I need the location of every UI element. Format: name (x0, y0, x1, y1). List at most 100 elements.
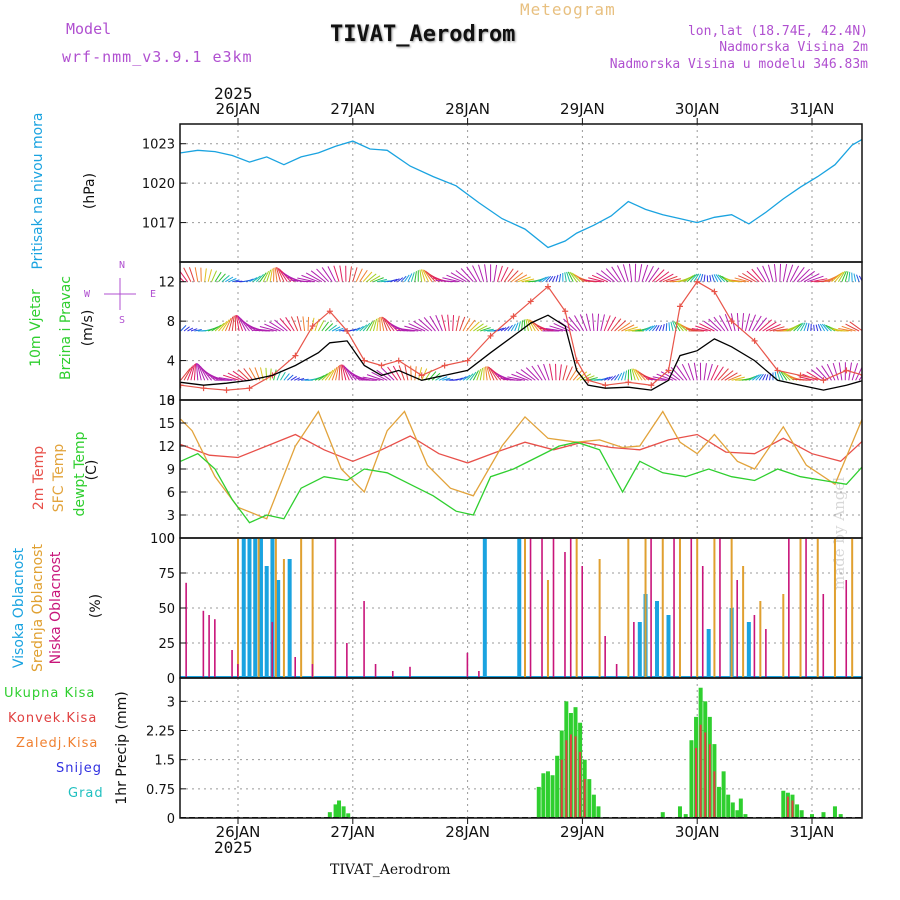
precip-conv-bar (791, 800, 794, 818)
wind-arrow-1 (423, 317, 436, 332)
wind-arrow-0 (221, 275, 230, 283)
wind-arrow-2 (187, 365, 194, 381)
cloud-low-bar (237, 664, 239, 678)
wind-arrow-1 (762, 321, 777, 332)
wind-arrow-1 (526, 318, 533, 332)
wind-gust-marker (309, 323, 316, 330)
cloud-low-bar (466, 652, 469, 678)
wind-arrow-2 (815, 367, 829, 381)
wind-arrow-1 (290, 316, 299, 332)
wind-arrow-2 (321, 371, 331, 381)
wind-arrow-1 (473, 323, 484, 332)
wind-arrow-0 (645, 265, 654, 282)
wind-arrow-0 (558, 273, 562, 282)
wind-arrow-1 (849, 321, 862, 332)
panel-frame-pressure (179, 123, 863, 263)
wind-arrow-1 (719, 315, 729, 332)
precip-total-bar (799, 810, 804, 818)
wind-arrow-2 (190, 364, 196, 381)
wind-arrow-0 (693, 273, 700, 282)
wind-arrow-1 (628, 328, 642, 332)
wind-arrow-1 (400, 328, 419, 332)
wind-arrow-0 (666, 278, 681, 283)
cloud-mid-bar (237, 538, 239, 678)
day-label-top: 28JAN (445, 100, 490, 118)
ytick-label-precip: 1.5 (154, 754, 175, 769)
wind-arrow-2 (531, 365, 543, 381)
wind-arrow-2 (472, 370, 479, 381)
wind-arrow-2 (600, 377, 609, 381)
wind-arrow-0 (803, 273, 820, 283)
wind-arrow-0 (793, 267, 805, 283)
wind-arrow-1 (617, 322, 631, 332)
wind-arrow-1 (670, 321, 674, 332)
wind-arrow-0 (393, 278, 400, 283)
wind-arrow-0 (514, 274, 528, 283)
wind-arrow-1 (328, 324, 337, 332)
compass-cross-icon (100, 276, 140, 312)
wind-arrow-2 (858, 375, 862, 381)
panel-wind-marks (180, 262, 862, 400)
wind-arrow-1 (713, 316, 726, 332)
wind-arrow-0 (686, 274, 696, 283)
precip-total-bar (795, 804, 800, 818)
wind-arrow-1 (610, 318, 622, 332)
wind-arrow-2 (558, 364, 562, 381)
precip-conv-bar (708, 744, 711, 818)
wind-arrow-1 (235, 314, 240, 332)
wind-arrow-2 (624, 370, 628, 381)
wind-arrow-0 (500, 266, 509, 282)
day-label-bottom: 30JAN (675, 823, 720, 841)
cloud-mid-bar (300, 538, 303, 678)
precip-total-bar (726, 794, 731, 818)
legend-hail: Grad (68, 786, 104, 801)
cloud-high-bar (276, 580, 281, 678)
ytick-label-precip: 0 (167, 812, 175, 827)
wind-arrow-2 (855, 366, 862, 381)
wind-arrow-2 (193, 363, 197, 381)
cloud-low-bar (231, 650, 233, 678)
wind-arrow-2 (507, 376, 526, 381)
legend-conv-rain: Konvek.Kisa (8, 711, 98, 726)
cloud-low-bar (208, 615, 210, 678)
wind-gust-marker (510, 313, 517, 320)
wind-arrow-0 (321, 267, 333, 283)
wind-arrow-0 (662, 275, 678, 283)
wind-arrow-2 (486, 366, 492, 381)
wind-arrow-0 (810, 278, 828, 283)
wind-arrow-1 (751, 315, 762, 332)
precip-total-bar (596, 806, 601, 818)
cloud-mid-bar (524, 538, 526, 678)
wind-arrow-1 (231, 315, 235, 332)
wind-arrow-1 (331, 326, 341, 332)
wind-arrow-1 (603, 315, 611, 332)
ytick-label-cloud: 50 (158, 602, 175, 617)
wind-arrow-1 (469, 321, 480, 332)
wind-gust-marker (797, 372, 804, 379)
wind-arrow-1 (237, 315, 247, 332)
wind-arrow-0 (622, 264, 629, 282)
wind-arrow-2 (758, 373, 764, 381)
wind-arrow-1 (408, 323, 426, 332)
cloud-high-bar (258, 538, 263, 678)
wind-arrow-2 (755, 373, 762, 381)
wind-arrow-2 (720, 370, 734, 381)
wind-arrow-2 (398, 365, 405, 381)
wind-arrow-1 (429, 315, 440, 332)
precip-total-bar (810, 814, 814, 818)
wind-arrow-2 (314, 375, 325, 381)
wind-arrow-2 (579, 373, 592, 381)
cloud-mid-bar (274, 538, 277, 678)
wind-gust-marker (694, 278, 701, 285)
wind-arrow-2 (520, 369, 536, 381)
wind-arrow-1 (510, 323, 516, 332)
wind-arrow-2 (248, 367, 257, 381)
wind-arrow-0 (359, 269, 368, 282)
wind-arrow-1 (381, 316, 388, 332)
precip-conv-bar (574, 736, 577, 818)
wind-arrow-1 (180, 325, 187, 332)
wind-arrow-0 (569, 271, 578, 283)
wind-arrow-0 (369, 275, 381, 283)
wind-arrow-0 (652, 269, 665, 283)
wind-arrow-2 (466, 373, 474, 381)
